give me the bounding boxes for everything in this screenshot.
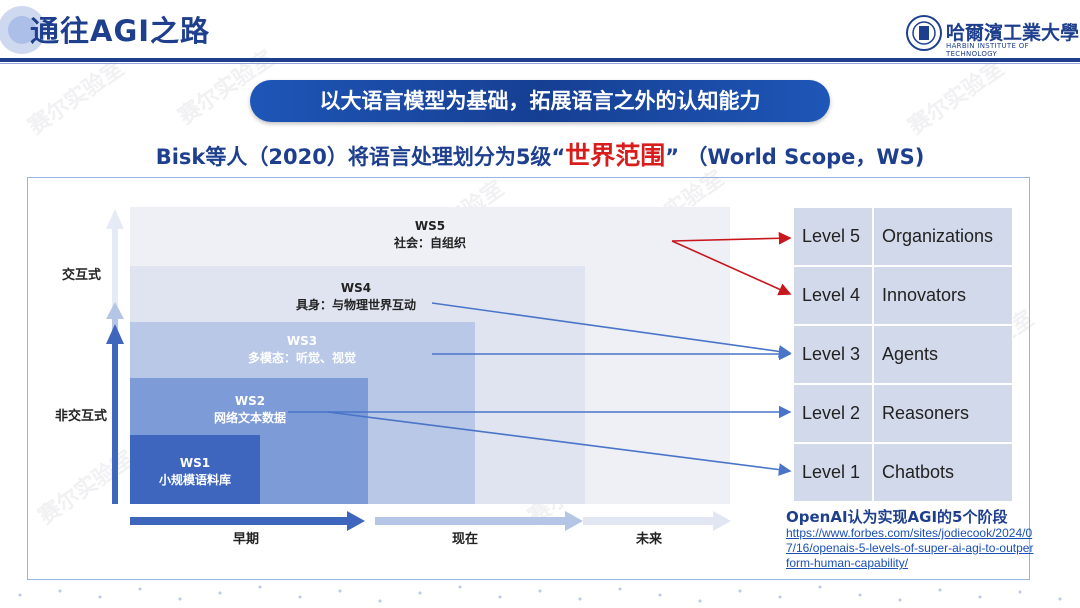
- university-name: 哈爾濱工業大學: [946, 22, 1080, 44]
- x-axis-future-label: 未来: [636, 532, 663, 547]
- x-axis-early-label: 早期: [233, 532, 260, 547]
- arrow-ws2-level1: [327, 411, 792, 476]
- level3-name: Agents: [873, 325, 1013, 384]
- level5-name: Organizations: [873, 207, 1013, 266]
- subtitle-prefix: Bisk等人（2020）将语言处理划分为5级: [155, 145, 552, 169]
- ws5-label: WS5 社会：自组织: [340, 218, 520, 252]
- ws3-code: WS3: [286, 334, 318, 348]
- ws5-desc: 社会：自组织: [393, 236, 466, 250]
- x-axis-arrow-icon: [130, 511, 731, 531]
- y-axis-top-label: 交互式: [62, 268, 102, 283]
- level4-name: Innovators: [873, 266, 1013, 325]
- arrow-ws5-level5: [671, 231, 792, 245]
- header-glow-icon: [0, 6, 46, 54]
- source-link[interactable]: https://www.forbes.com/sites/jodiecook/2…: [786, 526, 1034, 570]
- ws4-code: WS4: [340, 281, 372, 295]
- ws2-desc: 网络文本数据: [213, 411, 286, 425]
- subtitle: Bisk等人（2020）将语言处理划分为5级“世界范围” （World Scop…: [0, 136, 1080, 172]
- y-axis-bottom-label: 非交互式: [55, 409, 108, 424]
- decorative-dots-icon: [18, 585, 1062, 603]
- ws2-code: WS2: [234, 394, 266, 408]
- subtitle-highlight: 世界范围: [565, 141, 666, 170]
- ws4-desc: 具身：与物理世界互动: [295, 298, 416, 312]
- arrow-ws5-level4: [671, 240, 792, 296]
- header-divider: [0, 58, 1080, 62]
- level1-name: Chatbots: [873, 443, 1013, 502]
- ws1-code: WS1: [179, 456, 211, 470]
- ws1-block: [130, 435, 260, 504]
- ws5-code: WS5: [414, 219, 446, 233]
- banner: 以大语言模型为基础，拓展语言之外的认知能力: [250, 80, 830, 122]
- ws1-label: WS1 小规模语料库: [105, 455, 285, 489]
- ws1-desc: 小规模语料库: [158, 473, 231, 487]
- level2-number: Level 2: [793, 384, 873, 443]
- level4-number: Level 4: [793, 266, 873, 325]
- page-title: 通往AGI之路: [30, 14, 211, 48]
- university-name-en: HARBIN INSTITUTE OF TECHNOLOGY: [946, 42, 1029, 58]
- source-title: OpenAI认为实现AGI的5个阶段: [786, 508, 1008, 526]
- level1-number: Level 1: [793, 443, 873, 502]
- ws2-label: WS2 网络文本数据: [160, 393, 340, 427]
- y-axis-arrow-icon: [106, 209, 124, 504]
- ws3-label: WS3 多模态：听觉、视觉: [212, 333, 392, 367]
- x-axis-now-label: 现在: [452, 532, 479, 547]
- subtitle-suffix: （World Scope，WS): [686, 145, 925, 169]
- arrow-ws4-level3: [431, 302, 792, 358]
- ws3-desc: 多模态：听觉、视觉: [247, 351, 356, 365]
- university-logo-icon: [906, 15, 942, 51]
- level3-number: Level 3: [793, 325, 873, 384]
- diagram-frame: [27, 177, 1030, 580]
- header-divider-thin: [0, 63, 1080, 64]
- ws4-label: WS4 具身：与物理世界互动: [266, 280, 446, 314]
- level2-name: Reasoners: [873, 384, 1013, 443]
- level5-number: Level 5: [793, 207, 873, 266]
- subtitle-quote-open: “: [551, 145, 566, 169]
- subtitle-quote-close: ”: [665, 145, 680, 169]
